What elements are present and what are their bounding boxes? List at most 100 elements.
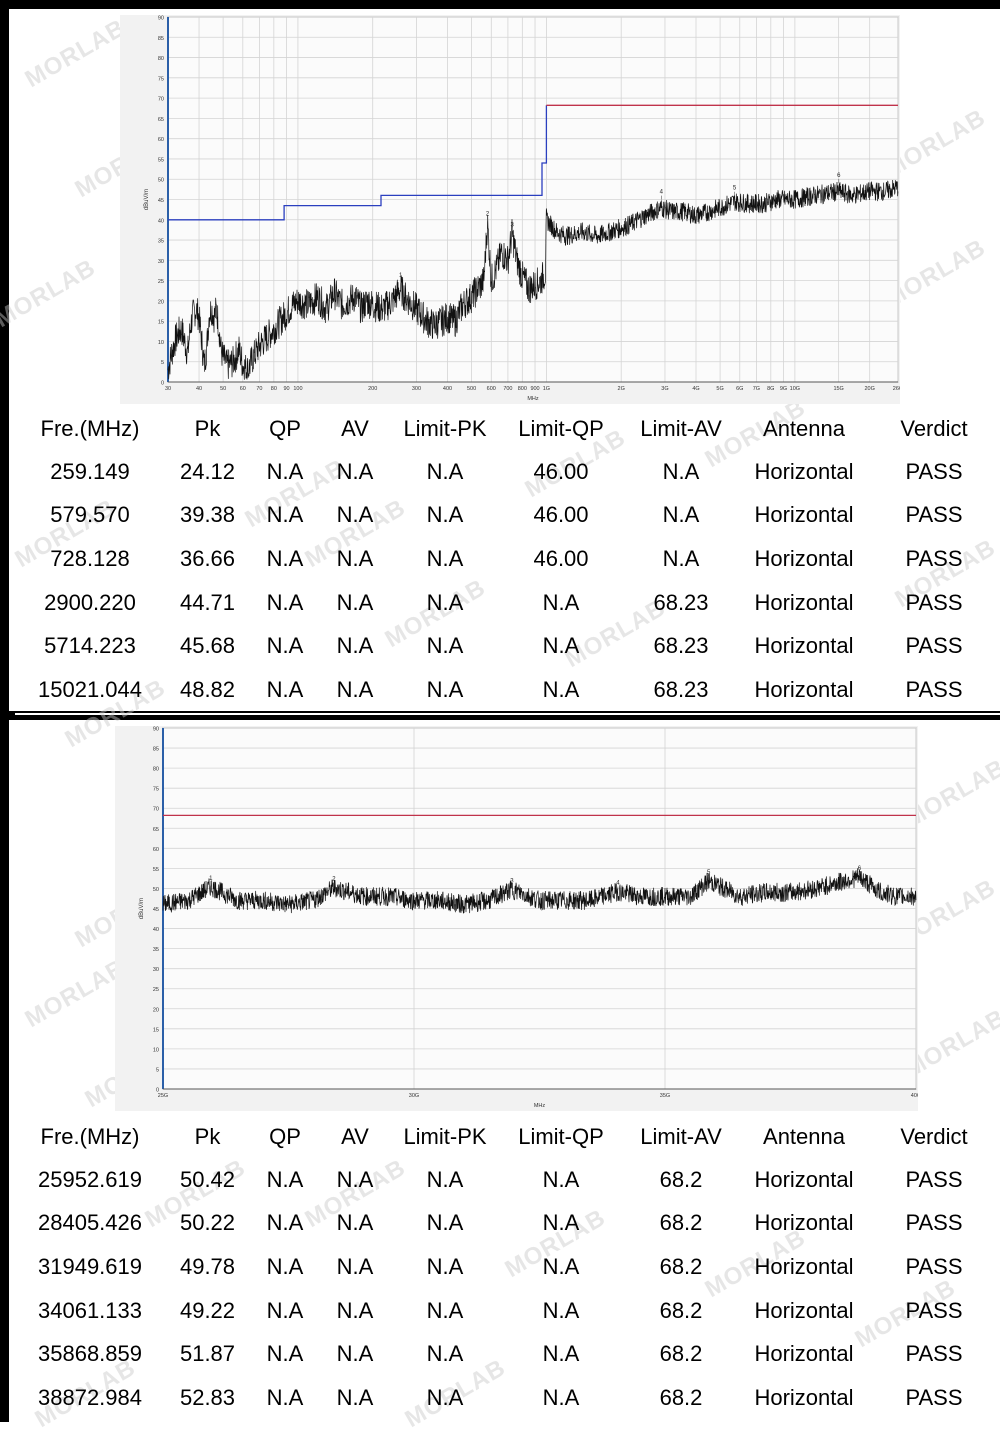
table-row: 728.128 36.66 N.A N.A N.A 46.00 N.A Horizontal P… — [15, 537, 1000, 581]
table-cell: 36.66 — [179, 545, 236, 571]
y-tick-label: 35 — [153, 947, 159, 953]
table-cell: 44.71 — [179, 589, 236, 615]
table-cell: N.A — [336, 676, 374, 702]
table-cell: 5714.223 — [44, 633, 136, 659]
table-cell: N.A — [542, 1341, 580, 1367]
x-tick-label: 30 — [165, 386, 171, 392]
table-cell: 38872.984 — [38, 1384, 142, 1410]
y-tick-label: 5 — [161, 360, 164, 366]
y-tick-label: 0 — [161, 381, 164, 387]
table-row: 579.570 39.38 N.A N.A N.A 46.00 N.A Horizontal P… — [15, 494, 1000, 538]
column-header: QP — [269, 415, 301, 441]
table-cell: 579.570 — [50, 502, 130, 528]
y-tick-label: 10 — [158, 340, 164, 346]
table-cell: N.A — [266, 589, 304, 615]
column-header: AV — [341, 1123, 369, 1149]
table-cell: 31949.619 — [38, 1253, 142, 1279]
marker-label-3: 3 — [510, 222, 514, 228]
table-cell: 68.2 — [659, 1210, 703, 1236]
y-tick-label: 50 — [153, 887, 159, 893]
table-cell: PASS — [905, 1210, 963, 1236]
x-tick-label: 30G — [409, 1093, 419, 1099]
x-tick-label: 800 — [518, 386, 527, 392]
y-tick-label: 65 — [153, 827, 159, 833]
emission-trace — [162, 868, 917, 914]
table-cell: 50.22 — [179, 1210, 236, 1236]
x-tick-label: 5G — [716, 386, 723, 392]
y-axis-label: dBuV/m — [144, 189, 150, 210]
table-cell: 35868.859 — [38, 1341, 142, 1367]
table-cell: N.A — [336, 1166, 374, 1192]
y-tick-label: 80 — [153, 767, 159, 773]
table-cell: 68.2 — [659, 1384, 703, 1410]
table-cell: N.A — [662, 458, 700, 484]
x-tick-label: 100 — [293, 386, 302, 392]
table-cell: N.A — [426, 1384, 464, 1410]
table-header-row: Fre.(MHz) Pk QP AV Limit-PK Limit-QP Limit-AV A… — [15, 407, 1000, 450]
column-header: QP — [269, 1123, 301, 1149]
emission-trace — [167, 180, 899, 380]
table-cell: Horizontal — [754, 589, 854, 615]
table-cell: N.A — [336, 1253, 374, 1279]
column-header: Limit-PK — [403, 1123, 487, 1149]
table-cell: PASS — [905, 633, 963, 659]
table-cell: 68.2 — [659, 1166, 703, 1192]
table-row: 38872.984 52.83 N.A N.A N.A N.A 68.2 Horizontal… — [15, 1376, 1000, 1420]
table-cell: N.A — [266, 1253, 304, 1279]
table-row: 15021.044 48.82 N.A N.A N.A N.A 68.23 Horizonta… — [15, 668, 1000, 712]
table-cell: N.A — [266, 1297, 304, 1323]
x-axis-label: MHz — [527, 396, 539, 402]
x-tick-label: 4G — [692, 386, 699, 392]
table-row: 259.149 24.12 N.A N.A N.A 46.00 N.A Horizontal P… — [15, 450, 1000, 494]
table-cell: N.A — [542, 676, 580, 702]
table-cell: 28405.426 — [38, 1210, 142, 1236]
table-cell: N.A — [426, 1253, 464, 1279]
limit-line-1 — [168, 105, 548, 221]
y-tick-label: 5 — [156, 1067, 159, 1073]
y-tick-label: 50 — [158, 178, 164, 184]
table-cell: N.A — [426, 589, 464, 615]
table-row: 34061.133 49.22 N.A N.A N.A N.A 68.2 Horizontal… — [15, 1289, 1000, 1333]
table-cell: N.A — [542, 1384, 580, 1410]
table-cell: N.A — [266, 633, 304, 659]
result-section-2: 0 5 10 15 20 25 30 35 40 45 50 55 60 65 70 75 80 85 90 25G 3… — [15, 720, 1000, 1422]
column-header: Fre.(MHz) — [40, 1123, 140, 1149]
table-cell: 51.87 — [179, 1341, 236, 1367]
table-row: 25952.619 50.42 N.A N.A N.A N.A 68.2 Horizontal… — [15, 1158, 1000, 1202]
table-cell: N.A — [336, 589, 374, 615]
x-tick-label: 600 — [487, 386, 496, 392]
column-header: Limit-QP — [518, 415, 604, 441]
marker-label-4: 4 — [616, 881, 620, 887]
x-tick-label: 7G — [753, 386, 760, 392]
table-cell: N.A — [266, 676, 304, 702]
x-tick-label: 10G — [790, 386, 800, 392]
table-cell: Horizontal — [754, 1297, 854, 1323]
table-cell: Horizontal — [754, 502, 854, 528]
marker-label-1: 1 — [399, 273, 403, 279]
table-cell: N.A — [336, 1297, 374, 1323]
y-tick-label: 25 — [153, 987, 159, 993]
y-tick-label: 55 — [158, 157, 164, 163]
column-header: Verdict — [900, 415, 968, 441]
x-tick-label: 40G — [911, 1093, 918, 1099]
table-cell: PASS — [905, 458, 963, 484]
column-header: Limit-AV — [640, 415, 722, 441]
table-cell: N.A — [426, 458, 464, 484]
page-frame-top — [0, 0, 1000, 9]
table-cell: 45.68 — [179, 633, 236, 659]
table-cell: N.A — [266, 1384, 304, 1410]
table-cell: N.A — [266, 1341, 304, 1367]
x-tick-label: 6G — [736, 386, 743, 392]
marker-label-6: 6 — [837, 173, 841, 179]
x-tick-label: 80 — [271, 386, 277, 392]
table-cell: 46.00 — [533, 545, 589, 571]
table-cell: 49.78 — [179, 1253, 236, 1279]
marker-label-3: 3 — [510, 878, 514, 884]
table-cell: N.A — [542, 1210, 580, 1236]
table-cell: N.A — [542, 589, 580, 615]
x-tick-label: 500 — [467, 386, 476, 392]
table-cell: N.A — [426, 1297, 464, 1323]
column-header: Antenna — [763, 415, 845, 441]
table-cell: Horizontal — [754, 1384, 854, 1410]
x-tick-label: 60 — [240, 386, 246, 392]
